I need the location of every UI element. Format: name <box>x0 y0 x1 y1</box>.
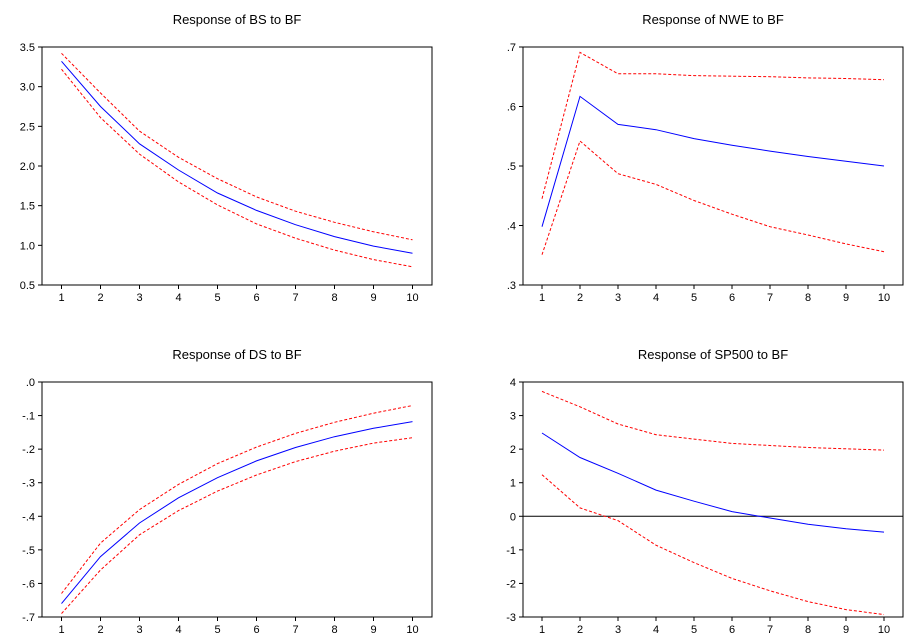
x-tick-label: 9 <box>843 624 849 636</box>
x-tick-label: 6 <box>729 624 735 636</box>
response-line <box>541 432 885 533</box>
y-tick-label: -1 <box>506 545 516 557</box>
x-tick-label: 3 <box>136 292 142 304</box>
x-tick-label: 7 <box>767 292 773 304</box>
panel-ds-to-bf: Response of DS to BF .0 -.1 -.2 -.3 -.4 -.5 -.… <box>22 347 433 636</box>
x-tick-label: 8 <box>331 292 337 304</box>
plot-frame <box>522 46 904 286</box>
y-tick-label: -.2 <box>22 444 35 456</box>
y-tick-label: 1.0 <box>20 240 35 252</box>
x-tick-label: 9 <box>843 292 849 304</box>
x-tick-label: 7 <box>767 624 773 636</box>
response-line <box>61 60 413 254</box>
y-tick-label: 2.0 <box>20 161 35 173</box>
y-tick-label: 3.0 <box>20 82 35 94</box>
y-tick-label: .5 <box>507 161 516 173</box>
y-tick-label: -.5 <box>22 545 35 557</box>
y-tick-label: 3.5 <box>20 42 35 54</box>
x-tick-label: 1 <box>58 624 64 636</box>
y-tick-label: 3 <box>510 411 516 423</box>
lower-confidence-band <box>61 437 413 614</box>
x-tick-label: 6 <box>729 292 735 304</box>
y-tick-label: 0 <box>510 511 516 523</box>
x-tick-label: 9 <box>370 624 376 636</box>
y-tick-label: 2.5 <box>20 121 35 133</box>
x-tick-label: 5 <box>691 292 697 304</box>
x-tick-label: 3 <box>136 624 142 636</box>
y-tick-label: 1 <box>510 478 516 490</box>
y-tick-label: .6 <box>507 102 516 114</box>
response-line <box>61 421 413 604</box>
y-tick-label: .4 <box>507 221 516 233</box>
chart-title: Response of DS to BF <box>172 347 301 362</box>
x-tick-label: 4 <box>653 292 659 304</box>
x-tick-label: 6 <box>253 624 259 636</box>
x-tick-label: 1 <box>539 292 545 304</box>
y-tick-label: 4 <box>510 377 516 389</box>
y-tick-label: -.1 <box>22 411 35 423</box>
x-tick-label: 1 <box>58 292 64 304</box>
y-tick-label: -.3 <box>22 478 35 490</box>
x-tick-label: 8 <box>331 624 337 636</box>
lower-confidence-band <box>541 474 885 616</box>
chart-title: Response of BS to BF <box>173 12 302 27</box>
upper-confidence-band <box>61 52 413 241</box>
x-tick-label: 3 <box>615 624 621 636</box>
x-tick-label: 10 <box>406 624 418 636</box>
x-tick-label: 7 <box>292 292 298 304</box>
upper-confidence-band <box>541 51 885 199</box>
upper-confidence-band <box>61 405 413 594</box>
x-tick-label: 7 <box>292 624 298 636</box>
x-tick-label: 3 <box>615 292 621 304</box>
y-tick-label: 1.5 <box>20 201 35 213</box>
x-tick-label: 1 <box>539 624 545 636</box>
y-tick-label: -.6 <box>22 578 35 590</box>
panel-nwe-to-bf: Response of NWE to BF .3 .4 .5 .6 .7 1 2 3 4 5 6 7 8… <box>507 12 904 304</box>
lower-confidence-band <box>61 68 413 268</box>
y-tick-label: .0 <box>26 377 35 389</box>
x-tick-label: 5 <box>214 624 220 636</box>
x-tick-label: 2 <box>97 292 103 304</box>
x-tick-label: 2 <box>97 624 103 636</box>
x-tick-label: 10 <box>878 292 890 304</box>
x-tick-label: 6 <box>253 292 259 304</box>
x-tick-label: 2 <box>577 292 583 304</box>
chart-title: Response of SP500 to BF <box>638 347 788 362</box>
y-tick-label: 2 <box>510 444 516 456</box>
plot-frame <box>522 381 904 618</box>
x-tick-label: 8 <box>805 624 811 636</box>
y-tick-label: .7 <box>507 42 516 54</box>
panel-bs-to-bf: Response of BS to BF 0.5 1.0 1.5 2.0 2.5 3.0 3… <box>20 12 433 304</box>
y-tick-label: -3 <box>506 612 516 624</box>
y-tick-label: 0.5 <box>20 280 35 292</box>
response-line <box>541 95 885 227</box>
x-tick-label: 10 <box>878 624 890 636</box>
y-tick-label: .3 <box>507 280 516 292</box>
y-tick-label: -.4 <box>22 511 35 523</box>
upper-confidence-band <box>541 390 885 451</box>
plot-frame <box>41 46 433 286</box>
x-tick-label: 4 <box>175 624 181 636</box>
x-tick-label: 5 <box>691 624 697 636</box>
plot-frame <box>41 381 433 618</box>
y-tick-label: -.7 <box>22 612 35 624</box>
y-tick-label: -2 <box>506 578 516 590</box>
x-tick-label: 2 <box>577 624 583 636</box>
x-tick-label: 8 <box>805 292 811 304</box>
x-tick-label: 10 <box>406 292 418 304</box>
chart-title: Response of NWE to BF <box>642 12 784 27</box>
x-tick-label: 5 <box>214 292 220 304</box>
x-tick-label: 4 <box>175 292 181 304</box>
x-tick-label: 9 <box>370 292 376 304</box>
lower-confidence-band <box>541 140 885 255</box>
x-tick-label: 4 <box>653 624 659 636</box>
